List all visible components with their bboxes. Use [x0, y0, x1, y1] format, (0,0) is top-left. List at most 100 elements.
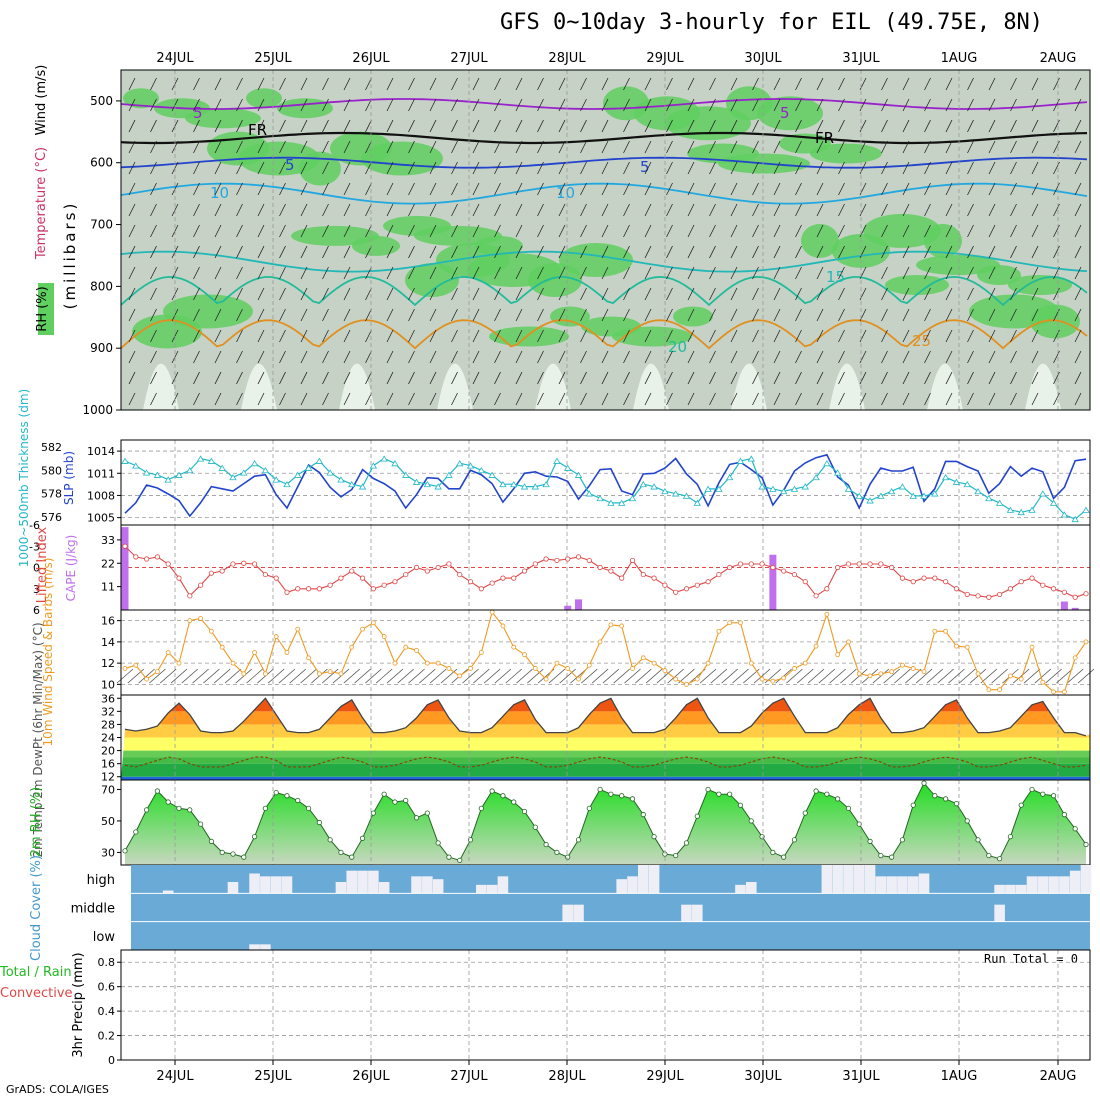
wind-barb: [257, 119, 265, 133]
wind-barb: [752, 224, 759, 238]
rh-cell: [489, 326, 569, 347]
wind-barb: [967, 140, 974, 154]
wind-barb: [1010, 371, 1017, 385]
wind-barb: [937, 668, 954, 684]
wind-barb: [236, 392, 243, 406]
wind-barb: [988, 371, 996, 385]
wind-speed-marker: [619, 623, 625, 629]
wind-barb: [795, 161, 802, 175]
wind-barb: [816, 329, 824, 343]
wind-barb: [472, 98, 480, 112]
wind-barb: [795, 245, 802, 259]
wind-speed-marker: [997, 687, 1003, 693]
wind-barb: [644, 245, 652, 259]
wind-barb: [128, 119, 136, 133]
wind-speed-marker: [824, 611, 830, 617]
wind-barb: [644, 182, 652, 196]
lifted-index-marker: [489, 580, 495, 586]
wind-barb: [494, 224, 501, 238]
wind-speed-marker: [597, 639, 603, 645]
wind-barb: [429, 224, 437, 238]
wind-barb: [214, 98, 222, 112]
cloud-bar: [994, 884, 1005, 894]
wind-barb: [644, 98, 652, 112]
wind-barb: [1074, 98, 1082, 112]
rh-marker: [241, 854, 247, 860]
lifted-index-marker: [932, 575, 938, 581]
wind-barb: [322, 98, 329, 112]
wind-barb: [945, 77, 953, 91]
cloud-bar: [378, 882, 390, 894]
thickness-marker: [304, 464, 313, 471]
wind-barb: [967, 161, 974, 175]
thickness-marker: [877, 492, 885, 499]
wind-barb: [236, 182, 243, 196]
wind-barb: [644, 308, 652, 322]
wind-barb: [1053, 308, 1060, 322]
wind-barb: [1031, 266, 1039, 280]
lifted-index-marker: [651, 575, 657, 581]
wind-speed-marker: [1018, 676, 1024, 682]
wind-barb: [558, 224, 566, 238]
wind-barb: [991, 668, 1008, 684]
wind-barb: [1031, 161, 1039, 175]
wind-barb: [988, 119, 996, 133]
cape-bar: [121, 527, 129, 610]
wind-barb: [257, 245, 265, 259]
y-tick-label: 12: [101, 657, 115, 670]
wind-barb: [730, 245, 738, 259]
lifted-index-marker: [802, 579, 808, 585]
wind-barb: [193, 392, 200, 406]
rh-cell: [277, 98, 333, 119]
wind-barb: [257, 161, 265, 175]
contour-label: 10: [556, 184, 575, 202]
wind-barb: [343, 119, 351, 133]
wind-barb: [300, 371, 308, 385]
wind-barb: [816, 119, 824, 133]
wind-barb: [279, 245, 286, 259]
wind-barb: [128, 98, 136, 112]
lifted-index-marker: [176, 575, 182, 581]
wind-barb: [267, 668, 285, 684]
thickness-marker: [196, 455, 205, 462]
lifted-index-marker: [813, 593, 819, 599]
wind-barb: [924, 140, 931, 154]
wind-barb: [214, 77, 222, 91]
wind-speed-marker: [770, 678, 776, 684]
lifted-index-marker: [727, 564, 733, 571]
wind-barb: [1074, 392, 1082, 406]
wind-barb: [644, 371, 652, 385]
wind-speed-marker: [630, 666, 635, 671]
thickness-marker: [1060, 511, 1069, 518]
wind-barb: [451, 77, 458, 91]
x-tick-label-top: 25JUL: [254, 51, 292, 66]
wind-barb: [601, 224, 609, 238]
wind-barb: [257, 77, 265, 91]
wind-speed-marker: [532, 666, 538, 671]
wind-barb: [322, 245, 329, 259]
wind-barb: [300, 668, 317, 684]
wind-barb: [429, 119, 437, 133]
wind-barb: [816, 77, 824, 91]
wind-barb: [924, 308, 931, 322]
wind-barb: [128, 161, 136, 175]
x-tick-label-bottom: 31JUL: [842, 1069, 880, 1084]
wind-barb: [753, 668, 771, 684]
wind-barb: [795, 287, 802, 301]
wind-barb: [730, 203, 738, 217]
right-tick-label: 22: [101, 557, 115, 570]
rh-marker: [899, 837, 906, 843]
wind-barb: [902, 182, 910, 196]
wind-barb: [193, 161, 200, 175]
wind-speed-marker: [651, 660, 657, 666]
cloud-bar: [368, 870, 379, 894]
lifted-index-marker: [921, 575, 927, 581]
lifted-index-marker: [889, 564, 895, 571]
wind-barb: [408, 371, 415, 385]
cloud-bar: [476, 884, 487, 894]
y-tick-label: 0.2: [98, 1030, 116, 1043]
wind-barb: [343, 329, 351, 343]
thickness-marker: [985, 494, 993, 502]
rh-cell: [863, 213, 941, 248]
wind-barb: [635, 668, 652, 684]
